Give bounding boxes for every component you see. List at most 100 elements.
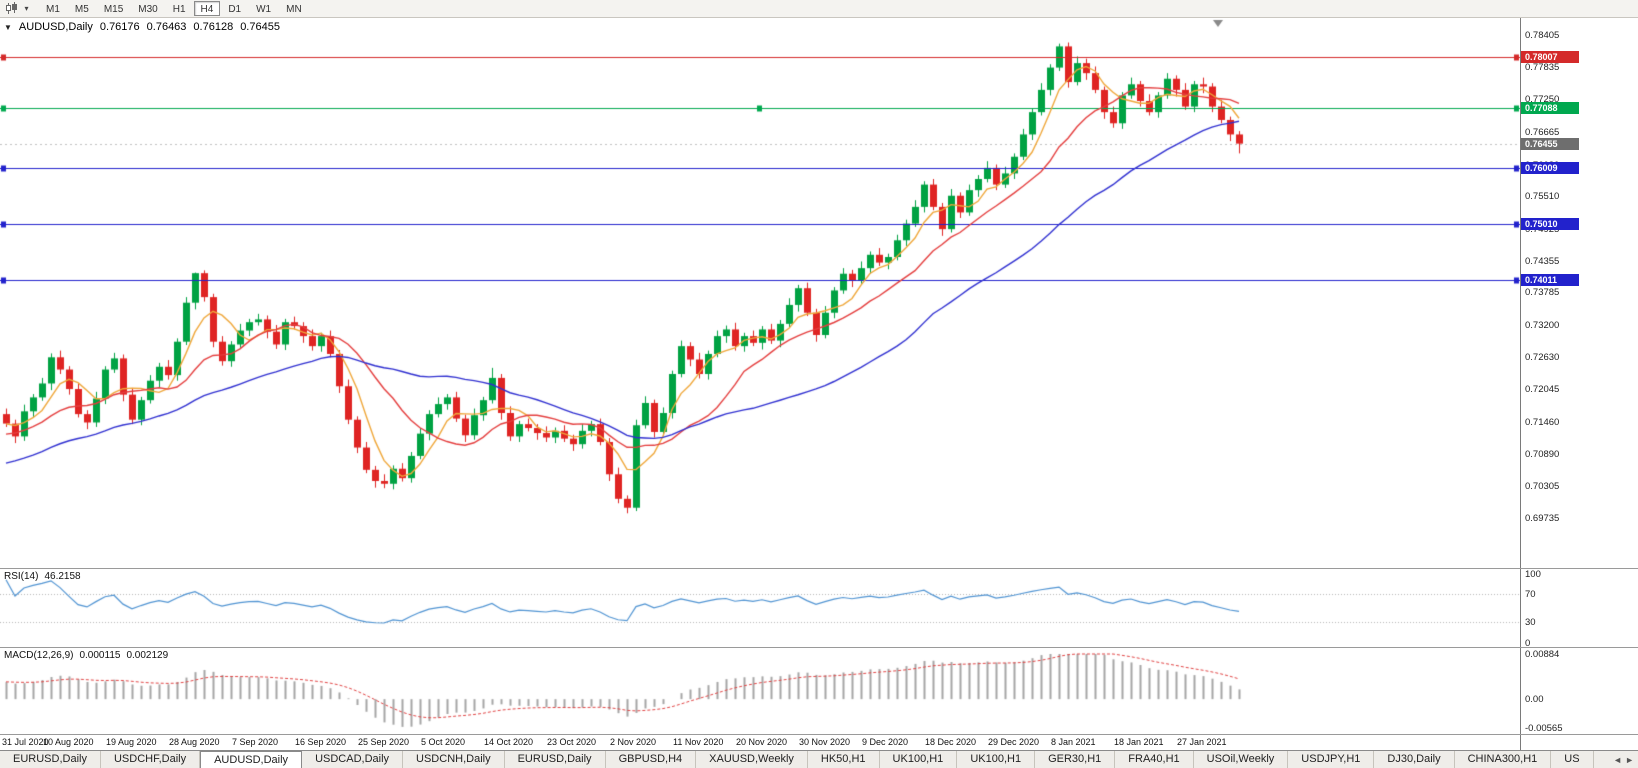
rsi-axis[interactable]: 100 70 30 0 bbox=[1520, 569, 1638, 647]
macd-tick: -0.00565 bbox=[1525, 723, 1563, 734]
date-label: 16 Sep 2020 bbox=[295, 737, 347, 747]
hline-price-badge: 0.74011 bbox=[1521, 273, 1579, 286]
chart-tab-hk50-h1[interactable]: HK50,H1 bbox=[808, 751, 880, 768]
date-label: 20 Nov 2020 bbox=[736, 737, 788, 747]
rsi-value: 46.2158 bbox=[44, 571, 81, 582]
chart-tab-bar: EURUSD,Daily USDCHF,Daily AUDUSD,Daily USDC… bbox=[0, 750, 1638, 768]
macd-canvas[interactable] bbox=[0, 648, 1520, 734]
chart-tab-us[interactable]: US bbox=[1551, 751, 1594, 768]
main-chart-canvas[interactable] bbox=[0, 18, 1520, 568]
tab-scroll-controls: ◄ ► bbox=[1609, 751, 1638, 768]
price-chart-panel: ▼ AUDUSD,Daily 0.76176 0.76463 0.76128 0… bbox=[0, 18, 1638, 568]
chart-tab-ger30-h1[interactable]: GER30,H1 bbox=[1035, 751, 1116, 768]
chart-tab-fra40-h1[interactable]: FRA40,H1 bbox=[1115, 751, 1194, 768]
rsi-header: RSI(14) 46.2158 bbox=[4, 571, 81, 582]
chart-tabs: EURUSD,Daily USDCHF,Daily AUDUSD,Daily USDC… bbox=[0, 751, 1609, 768]
macd-panel: MACD(12,26,9) 0.000115 0.002129 0.00884 0… bbox=[0, 647, 1638, 734]
macd-label: MACD(12,26,9) bbox=[4, 650, 74, 661]
timeframe-button-d1[interactable]: D1 bbox=[228, 4, 242, 15]
chart-tab-china300-h1[interactable]: CHINA300,H1 bbox=[1455, 751, 1552, 768]
timeframe-button-mn[interactable]: MN bbox=[286, 4, 302, 15]
price-tick: 0.73785 bbox=[1525, 287, 1560, 299]
date-label: 5 Oct 2020 bbox=[421, 737, 466, 747]
chart-tab-usdcnh-daily[interactable]: USDCNH,Daily bbox=[403, 751, 505, 768]
price-tick: 0.70890 bbox=[1525, 448, 1560, 460]
macd-header: MACD(12,26,9) 0.000115 0.002129 bbox=[4, 650, 168, 661]
chart-tab-usoil-weekly[interactable]: USOil,Weekly bbox=[1194, 751, 1289, 768]
date-label: 14 Oct 2020 bbox=[484, 737, 534, 747]
timeframe-button-h4[interactable]: H4 bbox=[193, 1, 221, 16]
date-label: 18 Jan 2021 bbox=[1114, 737, 1164, 747]
chart-tab-eurusd-daily[interactable]: EURUSD,Daily bbox=[505, 751, 606, 768]
current-price-badge: 0.76455 bbox=[1521, 137, 1579, 150]
macd-signal-value: 0.002129 bbox=[126, 650, 169, 661]
time-axis-corner bbox=[1520, 735, 1638, 750]
price-tick: 0.73200 bbox=[1525, 319, 1560, 331]
rsi-tick: 100 bbox=[1525, 569, 1541, 580]
chart-tab-usdchf-daily[interactable]: USDCHF,Daily bbox=[101, 751, 201, 768]
price-tick: 0.71460 bbox=[1525, 416, 1560, 428]
macd-axis[interactable]: 0.00884 0.00 -0.00565 bbox=[1520, 648, 1638, 734]
price-tick: 0.75510 bbox=[1525, 191, 1560, 203]
chart-title: ▼ AUDUSD,Daily 0.76176 0.76463 0.76128 0… bbox=[4, 21, 280, 33]
collapse-chart-icon[interactable]: ▼ bbox=[4, 22, 12, 32]
ohlc-low: 0.76128 bbox=[193, 21, 234, 33]
date-label: 11 Nov 2020 bbox=[673, 737, 724, 747]
price-axis[interactable]: 0.784050.778350.772500.766650.760800.755… bbox=[1520, 18, 1638, 568]
date-label: 18 Dec 2020 bbox=[925, 737, 977, 747]
price-tick: 0.72045 bbox=[1525, 384, 1560, 396]
price-tick: 0.70305 bbox=[1525, 481, 1560, 493]
timeframe-button-m1[interactable]: M1 bbox=[46, 4, 60, 15]
chart-type-button[interactable] bbox=[3, 1, 20, 16]
date-label: 19 Aug 2020 bbox=[106, 737, 157, 747]
tab-scroll-right-icon[interactable]: ► bbox=[1625, 754, 1634, 765]
price-tick: 0.76665 bbox=[1525, 126, 1560, 138]
date-label: 7 Sep 2020 bbox=[232, 737, 279, 747]
date-label: 28 Aug 2020 bbox=[169, 737, 220, 747]
hline-price-badge: 0.76009 bbox=[1521, 162, 1579, 175]
rsi-tick: 30 bbox=[1525, 617, 1536, 628]
date-label: 10 Aug 2020 bbox=[43, 737, 94, 747]
chart-tab-uk100-h1[interactable]: UK100,H1 bbox=[880, 751, 958, 768]
timeframe-button-m5[interactable]: M5 bbox=[74, 4, 89, 15]
timeframe-button-m15[interactable]: M15 bbox=[103, 4, 124, 15]
date-label: 8 Jan 2021 bbox=[1051, 737, 1096, 747]
rsi-panel: RSI(14) 46.2158 100 70 30 0 bbox=[0, 568, 1638, 647]
date-label: 25 Sep 2020 bbox=[358, 737, 410, 747]
tab-scroll-left-icon[interactable]: ◄ bbox=[1613, 754, 1623, 765]
price-tick: 0.77250 bbox=[1525, 94, 1560, 106]
macd-main-value: 0.000115 bbox=[79, 650, 121, 661]
price-tick: 0.77835 bbox=[1525, 61, 1560, 73]
chart-tab-eurusd-daily[interactable]: EURUSD,Daily bbox=[0, 751, 101, 768]
chart-type-dropdown-caret-icon[interactable]: ▾ bbox=[24, 4, 29, 13]
price-tick: 0.74355 bbox=[1525, 255, 1560, 267]
date-label: 27 Jan 2021 bbox=[1177, 737, 1227, 747]
date-label: 29 Dec 2020 bbox=[988, 737, 1040, 747]
timeframe-button-w1[interactable]: W1 bbox=[256, 4, 272, 15]
macd-tick: 0.00 bbox=[1525, 694, 1544, 706]
chart-tab-audusd-daily[interactable]: AUDUSD,Daily bbox=[200, 751, 303, 768]
time-axis-labels: 31 Jul 2020 10 Aug 2020 19 Aug 2020 28 Aug … bbox=[0, 735, 1520, 750]
date-label: 30 Nov 2020 bbox=[799, 737, 851, 747]
chart-tab-uk100-h1[interactable]: UK100,H1 bbox=[957, 751, 1036, 768]
time-axis[interactable]: 31 Jul 2020 10 Aug 2020 19 Aug 2020 28 Aug … bbox=[0, 734, 1638, 750]
ohlc-close: 0.76455 bbox=[240, 21, 280, 33]
rsi-canvas[interactable] bbox=[0, 569, 1520, 647]
rsi-tick: 70 bbox=[1525, 589, 1536, 600]
timeframe-bar: M1 M5 M15 M30 H1 H4 D1 W1 MN bbox=[39, 1, 310, 16]
timeframe-button-h1[interactable]: H1 bbox=[172, 4, 186, 15]
date-label: 2 Nov 2020 bbox=[610, 737, 657, 747]
hline-price-badge: 0.78007 bbox=[1521, 51, 1579, 64]
chart-tab-usdjpy-h1[interactable]: USDJPY,H1 bbox=[1288, 751, 1375, 768]
hline-price-badge: 0.75010 bbox=[1521, 218, 1579, 231]
chart-tab-dj30-daily[interactable]: DJ30,Daily bbox=[1374, 751, 1455, 768]
chart-tab-gbpusd-h4[interactable]: GBPUSD,H4 bbox=[606, 751, 697, 768]
timeframe-toolbar: ▾ M1 M5 M15 M30 H1 H4 D1 W1 MN bbox=[0, 0, 1638, 18]
chart-tab-usdcad-daily[interactable]: USDCAD,Daily bbox=[302, 751, 404, 768]
timeframe-button-m30[interactable]: M30 bbox=[138, 4, 158, 15]
hline-price-badge: 0.77088 bbox=[1521, 102, 1579, 115]
chart-symbol-period: AUDUSD,Daily bbox=[18, 21, 93, 33]
rsi-tick: 0 bbox=[1525, 638, 1531, 647]
chart-tab-xauusd-weekly[interactable]: XAUUSD,Weekly bbox=[696, 751, 808, 768]
